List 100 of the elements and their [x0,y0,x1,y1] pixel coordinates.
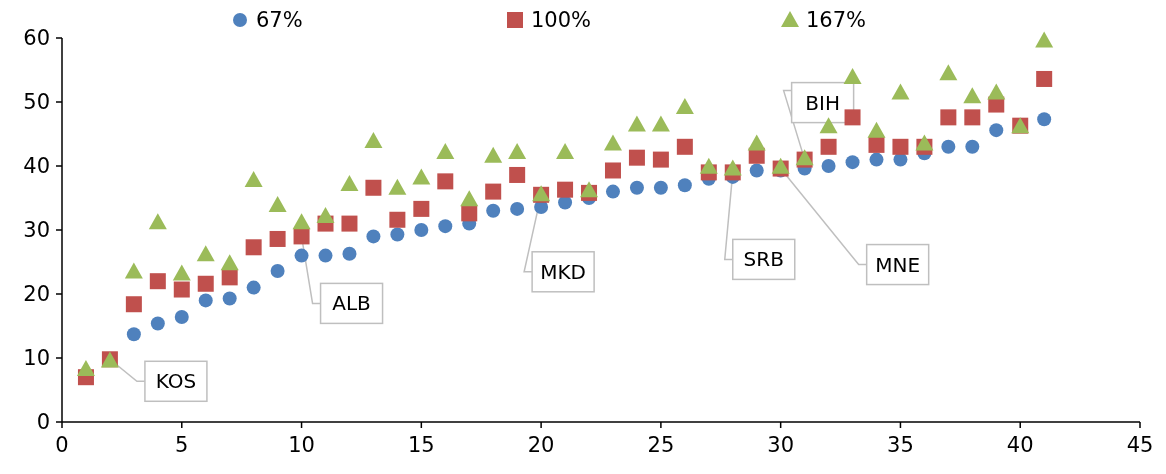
legend-label: 167% [806,8,867,33]
point [436,142,455,159]
legend-label: 67% [256,8,303,33]
point [940,109,957,126]
point [557,181,574,198]
point [412,168,431,185]
point [269,230,286,247]
x-tick-label: 40 [1006,433,1034,457]
point [244,171,263,188]
point [124,262,143,279]
point [461,205,478,222]
point [246,280,261,295]
point [747,134,766,151]
point [605,184,620,199]
point [198,293,213,308]
x-tick-label: 15 [407,433,435,457]
point [892,138,909,155]
point [485,183,502,200]
point [819,117,838,134]
point [484,146,503,163]
legend-label: 100% [531,8,592,33]
point [675,98,694,115]
y-tick-label: 50 [23,90,50,115]
y-tick-label: 30 [23,218,50,243]
point [149,273,166,290]
point [148,213,167,230]
point [939,64,958,81]
point [460,190,479,207]
x-tick-label: 45 [1126,433,1154,457]
point [366,229,381,244]
x-tick-label: 10 [288,433,315,457]
point [965,139,980,154]
point [126,327,141,342]
y-tick-label: 40 [23,154,50,179]
point [414,223,429,237]
point [173,281,190,298]
point [1037,112,1052,127]
point [76,359,95,376]
point [268,196,287,213]
point [220,254,239,271]
point [941,139,956,154]
point [868,136,885,153]
point [342,246,357,261]
point [915,134,934,151]
point [987,83,1006,100]
point [390,227,405,242]
point [245,239,262,256]
point [318,248,333,263]
point [964,109,981,126]
x-tick-label: 35 [887,433,914,457]
point [388,178,407,195]
point [197,275,214,292]
y-tick-label: 0 [36,410,50,435]
point [292,213,311,230]
point [963,87,982,104]
x-tick-label: 5 [175,433,189,457]
x-tick-label: 30 [767,433,795,457]
point [843,68,862,85]
point [820,138,837,155]
point [221,269,238,286]
point [989,123,1004,138]
point [699,157,718,174]
point [486,203,501,218]
point [869,152,884,167]
point [604,162,621,179]
point [413,200,430,217]
point [222,291,237,306]
y-tick-label: 60 [23,26,50,51]
point [891,83,910,100]
point [196,245,215,262]
point [341,215,358,232]
annotation: SRB [743,247,784,272]
x-tick-label: 25 [647,433,675,457]
point [438,219,453,234]
point [365,179,382,196]
y-tick-label: 10 [23,346,50,371]
x-tick-label: 0 [55,433,69,457]
annotation: BIH [805,90,840,115]
annotation: MNE [875,252,921,277]
point [651,115,670,132]
point [1036,70,1053,87]
point [556,142,575,159]
point [749,163,764,178]
point [603,134,622,151]
point [1035,31,1054,48]
point [845,155,860,170]
point [340,174,359,191]
point [316,206,335,223]
point [653,180,668,195]
point [510,201,525,216]
point [270,263,285,278]
point [844,109,861,126]
point [294,248,309,263]
point [627,115,646,132]
annotation: MKD [540,259,586,284]
point [652,151,669,168]
point [723,159,742,176]
point [172,264,191,281]
point [293,228,310,245]
annotation: ALB [332,291,371,316]
